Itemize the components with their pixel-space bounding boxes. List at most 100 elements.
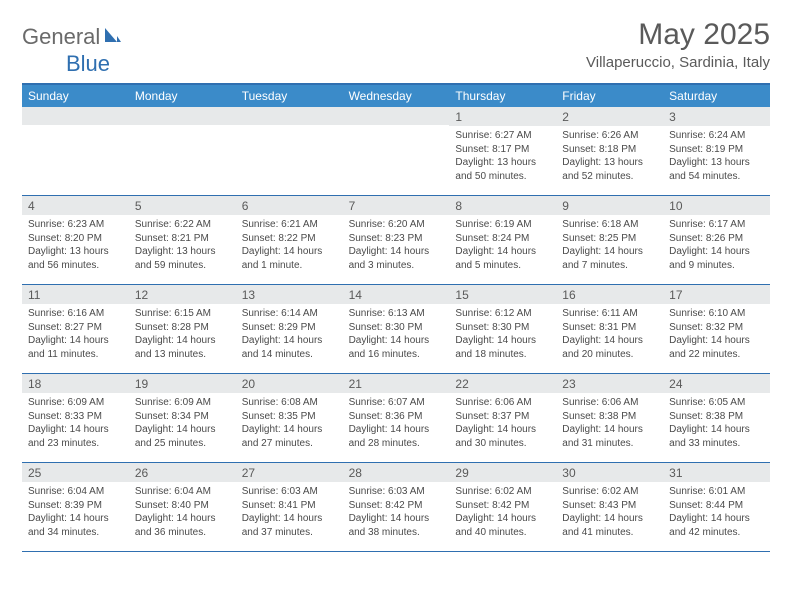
day-number: 7 — [343, 196, 450, 215]
day-body: Sunrise: 6:08 AMSunset: 8:35 PMDaylight:… — [236, 393, 343, 454]
sunrise-line: Sunrise: 6:20 AM — [349, 218, 444, 232]
day-cell: 18Sunrise: 6:09 AMSunset: 8:33 PMDayligh… — [22, 374, 129, 462]
sunrise-line: Sunrise: 6:04 AM — [135, 485, 230, 499]
day-cell: 26Sunrise: 6:04 AMSunset: 8:40 PMDayligh… — [129, 463, 236, 551]
sunrise-line: Sunrise: 6:04 AM — [28, 485, 123, 499]
day-cell: 28Sunrise: 6:03 AMSunset: 8:42 PMDayligh… — [343, 463, 450, 551]
day-body: Sunrise: 6:19 AMSunset: 8:24 PMDaylight:… — [449, 215, 556, 276]
sunset-line: Sunset: 8:39 PM — [28, 499, 123, 513]
dayhead-sat: Saturday — [663, 85, 770, 107]
daylight-line: Daylight: 14 hours and 42 minutes. — [669, 512, 764, 539]
daylight-line: Daylight: 14 hours and 18 minutes. — [455, 334, 550, 361]
day-number: 9 — [556, 196, 663, 215]
weeks-container: 1Sunrise: 6:27 AMSunset: 8:17 PMDaylight… — [22, 107, 770, 552]
sunset-line: Sunset: 8:33 PM — [28, 410, 123, 424]
sunrise-line: Sunrise: 6:16 AM — [28, 307, 123, 321]
sunrise-line: Sunrise: 6:21 AM — [242, 218, 337, 232]
week-row: 4Sunrise: 6:23 AMSunset: 8:20 PMDaylight… — [22, 196, 770, 285]
daylight-line: Daylight: 14 hours and 36 minutes. — [135, 512, 230, 539]
day-number: 25 — [22, 463, 129, 482]
sunset-line: Sunset: 8:20 PM — [28, 232, 123, 246]
day-number: 17 — [663, 285, 770, 304]
day-number: 31 — [663, 463, 770, 482]
daylight-line: Daylight: 14 hours and 40 minutes. — [455, 512, 550, 539]
day-body: Sunrise: 6:01 AMSunset: 8:44 PMDaylight:… — [663, 482, 770, 543]
daylight-line: Daylight: 14 hours and 38 minutes. — [349, 512, 444, 539]
sunset-line: Sunset: 8:24 PM — [455, 232, 550, 246]
sunset-line: Sunset: 8:32 PM — [669, 321, 764, 335]
sunset-line: Sunset: 8:30 PM — [349, 321, 444, 335]
day-cell — [236, 107, 343, 195]
sunset-line: Sunset: 8:35 PM — [242, 410, 337, 424]
day-number: 11 — [22, 285, 129, 304]
day-body: Sunrise: 6:06 AMSunset: 8:38 PMDaylight:… — [556, 393, 663, 454]
sunset-line: Sunset: 8:28 PM — [135, 321, 230, 335]
sunset-line: Sunset: 8:31 PM — [562, 321, 657, 335]
day-body: Sunrise: 6:17 AMSunset: 8:26 PMDaylight:… — [663, 215, 770, 276]
page-title: May 2025 — [586, 18, 770, 52]
day-header-row: Sunday Monday Tuesday Wednesday Thursday… — [22, 85, 770, 107]
day-body: Sunrise: 6:12 AMSunset: 8:30 PMDaylight:… — [449, 304, 556, 365]
daylight-line: Daylight: 14 hours and 37 minutes. — [242, 512, 337, 539]
day-cell: 1Sunrise: 6:27 AMSunset: 8:17 PMDaylight… — [449, 107, 556, 195]
daylight-line: Daylight: 14 hours and 31 minutes. — [562, 423, 657, 450]
day-body: Sunrise: 6:11 AMSunset: 8:31 PMDaylight:… — [556, 304, 663, 365]
day-cell — [343, 107, 450, 195]
day-cell: 27Sunrise: 6:03 AMSunset: 8:41 PMDayligh… — [236, 463, 343, 551]
day-number: 30 — [556, 463, 663, 482]
daylight-line: Daylight: 14 hours and 11 minutes. — [28, 334, 123, 361]
day-cell: 5Sunrise: 6:22 AMSunset: 8:21 PMDaylight… — [129, 196, 236, 284]
day-cell: 10Sunrise: 6:17 AMSunset: 8:26 PMDayligh… — [663, 196, 770, 284]
day-number: 28 — [343, 463, 450, 482]
day-number: 20 — [236, 374, 343, 393]
day-body: Sunrise: 6:03 AMSunset: 8:41 PMDaylight:… — [236, 482, 343, 543]
week-row: 1Sunrise: 6:27 AMSunset: 8:17 PMDaylight… — [22, 107, 770, 196]
dayhead-tue: Tuesday — [236, 85, 343, 107]
brand-blue: Blue — [66, 51, 110, 76]
day-number: 12 — [129, 285, 236, 304]
day-number: 2 — [556, 107, 663, 126]
sunrise-line: Sunrise: 6:09 AM — [135, 396, 230, 410]
daylight-line: Daylight: 14 hours and 25 minutes. — [135, 423, 230, 450]
week-row: 11Sunrise: 6:16 AMSunset: 8:27 PMDayligh… — [22, 285, 770, 374]
day-number: 23 — [556, 374, 663, 393]
sunrise-line: Sunrise: 6:27 AM — [455, 129, 550, 143]
day-cell: 19Sunrise: 6:09 AMSunset: 8:34 PMDayligh… — [129, 374, 236, 462]
day-body: Sunrise: 6:03 AMSunset: 8:42 PMDaylight:… — [343, 482, 450, 543]
daylight-line: Daylight: 14 hours and 3 minutes. — [349, 245, 444, 272]
sunrise-line: Sunrise: 6:12 AM — [455, 307, 550, 321]
daylight-line: Daylight: 13 hours and 54 minutes. — [669, 156, 764, 183]
sunset-line: Sunset: 8:22 PM — [242, 232, 337, 246]
day-number: 5 — [129, 196, 236, 215]
sunrise-line: Sunrise: 6:10 AM — [669, 307, 764, 321]
sunrise-line: Sunrise: 6:19 AM — [455, 218, 550, 232]
day-body: Sunrise: 6:13 AMSunset: 8:30 PMDaylight:… — [343, 304, 450, 365]
sunrise-line: Sunrise: 6:09 AM — [28, 396, 123, 410]
day-body: Sunrise: 6:04 AMSunset: 8:39 PMDaylight:… — [22, 482, 129, 543]
sunset-line: Sunset: 8:23 PM — [349, 232, 444, 246]
day-body: Sunrise: 6:15 AMSunset: 8:28 PMDaylight:… — [129, 304, 236, 365]
sunset-line: Sunset: 8:41 PM — [242, 499, 337, 513]
day-body: Sunrise: 6:20 AMSunset: 8:23 PMDaylight:… — [343, 215, 450, 276]
day-cell: 21Sunrise: 6:07 AMSunset: 8:36 PMDayligh… — [343, 374, 450, 462]
day-number — [22, 107, 129, 125]
day-body: Sunrise: 6:05 AMSunset: 8:38 PMDaylight:… — [663, 393, 770, 454]
day-cell — [22, 107, 129, 195]
daylight-line: Daylight: 14 hours and 22 minutes. — [669, 334, 764, 361]
sunset-line: Sunset: 8:17 PM — [455, 143, 550, 157]
sunrise-line: Sunrise: 6:06 AM — [455, 396, 550, 410]
day-body: Sunrise: 6:02 AMSunset: 8:42 PMDaylight:… — [449, 482, 556, 543]
sunset-line: Sunset: 8:21 PM — [135, 232, 230, 246]
sunset-line: Sunset: 8:44 PM — [669, 499, 764, 513]
day-body: Sunrise: 6:24 AMSunset: 8:19 PMDaylight:… — [663, 126, 770, 187]
day-cell: 31Sunrise: 6:01 AMSunset: 8:44 PMDayligh… — [663, 463, 770, 551]
day-number: 27 — [236, 463, 343, 482]
day-cell: 11Sunrise: 6:16 AMSunset: 8:27 PMDayligh… — [22, 285, 129, 373]
day-number: 6 — [236, 196, 343, 215]
week-row: 25Sunrise: 6:04 AMSunset: 8:39 PMDayligh… — [22, 463, 770, 552]
day-number: 4 — [22, 196, 129, 215]
day-body: Sunrise: 6:21 AMSunset: 8:22 PMDaylight:… — [236, 215, 343, 276]
sunset-line: Sunset: 8:37 PM — [455, 410, 550, 424]
day-number: 16 — [556, 285, 663, 304]
dayhead-sun: Sunday — [22, 85, 129, 107]
